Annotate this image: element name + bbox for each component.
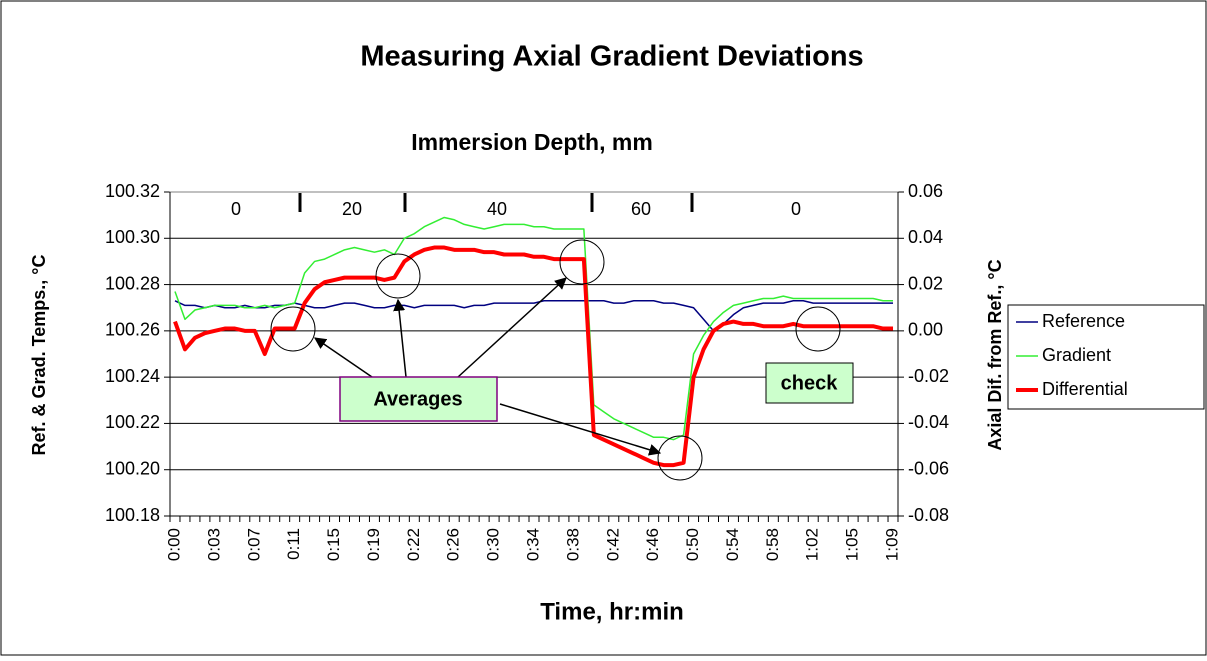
legend-label: Differential	[1042, 379, 1128, 399]
y2-axis-label: Axial Dif. from Ref., °C	[985, 259, 1005, 450]
annotation-box	[765, 362, 854, 404]
x-tick-label: 0:46	[643, 528, 662, 561]
plot-area: 100.18 100.20 100.22 100.24 100.26 100.28 100.…	[105, 181, 949, 561]
y2-tick-label: -0.08	[908, 505, 949, 525]
annotation-arrow	[457, 277, 567, 378]
annotation-arrow	[393, 298, 407, 378]
x-tick-label: 0:38	[563, 528, 582, 561]
annotation-box	[339, 376, 498, 422]
depth-label: 20	[342, 199, 362, 219]
x-tick-label: 0:15	[324, 528, 343, 561]
y-tick-label: 100.20	[105, 458, 160, 478]
x-tick-label: 0:50	[683, 528, 702, 561]
x-axis-label: Time, hr:min	[540, 598, 684, 625]
x-tick-label: 1:02	[803, 528, 822, 561]
chart-title: Measuring Axial Gradient Deviations	[360, 41, 863, 73]
series-line	[174, 216, 894, 441]
x-tick-label: 0:34	[523, 528, 542, 561]
y2-tick-label: -0.06	[908, 458, 949, 478]
y2-tick-label: -0.02	[908, 366, 949, 386]
x-tick-label: 1:09	[882, 528, 901, 561]
y-tick-label: 100.26	[105, 320, 160, 340]
x-tick-label: 0:54	[723, 528, 742, 561]
plot-background	[170, 192, 898, 516]
y-tick-label: 100.30	[105, 227, 160, 247]
annotation-arrow	[499, 403, 662, 456]
highlight-circle	[375, 253, 421, 299]
depth-label: 40	[487, 199, 507, 219]
y2-tick-label: 0.00	[908, 320, 943, 340]
annotation-text: check	[781, 372, 839, 394]
x-tick-label: 0:30	[484, 528, 503, 561]
legend-label: Reference	[1042, 311, 1125, 331]
y-tick-label: 100.28	[105, 273, 160, 293]
y2-tick-label: -0.04	[908, 412, 949, 432]
highlight-circle	[270, 306, 316, 352]
highlight-circle	[559, 239, 605, 285]
annotation-arrow	[314, 337, 373, 378]
x-tick-label: 0:03	[204, 528, 223, 561]
x-tick-label: 0:22	[404, 528, 423, 561]
y-tick-label: 100.22	[105, 412, 160, 432]
series-line	[173, 245, 894, 468]
x-tick-label: 0:42	[603, 528, 622, 561]
highlight-circle	[657, 435, 703, 481]
y-axis-label: Ref. & Grad. Temps., °C	[29, 255, 49, 456]
x-tick-label: 0:11	[284, 528, 303, 560]
x-tick-label: 1:05	[843, 528, 862, 561]
y2-tick-label: 0.02	[908, 273, 943, 293]
y-tick-label: 100.24	[105, 366, 160, 386]
depth-label: 0	[231, 199, 241, 219]
annotation-text: Averages	[373, 388, 462, 410]
x-tick-label: 0:00	[164, 528, 183, 561]
depth-label: 60	[631, 199, 651, 219]
chart-subtitle: Immersion Depth, mm	[411, 129, 653, 155]
annotations: 0 20 40 60 0 Averages check	[231, 193, 854, 481]
x-tick-label: 0:58	[763, 528, 782, 561]
x-tick-label: 0:19	[364, 528, 383, 561]
y-tick-label: 100.32	[105, 181, 160, 201]
legend-box	[1007, 304, 1205, 410]
highlight-circle	[795, 306, 841, 352]
legend-label: Gradient	[1042, 345, 1111, 365]
depth-label: 0	[791, 199, 801, 219]
x-tick-label: 0:26	[444, 528, 463, 561]
x-tick-label: 0:07	[244, 528, 263, 561]
y2-tick-label: 0.04	[908, 227, 943, 247]
y-tick-label: 100.18	[105, 505, 160, 525]
y2-tick-label: 0.06	[908, 181, 943, 201]
